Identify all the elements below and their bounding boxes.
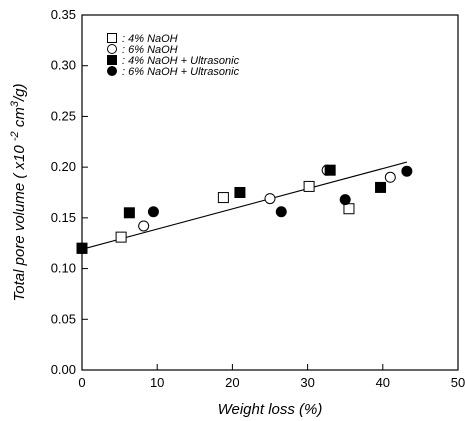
data-point [343,203,355,215]
data-point [147,206,159,218]
data-point [115,231,127,243]
y-tick-label: 0.35 [51,7,76,22]
y-axis-title: Total pore volume ( x10 -2 cm3/g) [9,84,28,302]
series-4 [76,165,413,254]
y-axis-title-main: Total pore volume ( x10 [11,141,28,301]
y-axis-title-sup1: -2 [9,131,21,141]
data-point [275,206,287,218]
x-tick-label: 10 [150,375,164,390]
legend-marker [107,55,117,65]
data-point [138,220,150,232]
legend-item: : 4% NaOH [107,33,178,45]
y-tick-label: 0.10 [51,261,76,276]
legend-marker [107,44,117,54]
x-tick-label: 40 [376,375,390,390]
data-point [401,165,413,177]
x-axis-ticks: 0 10 20 30 40 50 [78,364,465,390]
y-axis-title-end: /g) [11,84,28,103]
data-point [123,207,135,219]
y-tick-label: 0.05 [51,311,76,326]
y-tick-label: 0.15 [51,210,76,225]
x-tick-label: 0 [78,375,85,390]
legend-label: : 6% NaOH + Ultrasonic [122,66,240,78]
data-point [217,192,229,204]
x-tick-label: 20 [225,375,239,390]
legend-item: : 6% NaOH + Ultrasonic [107,66,240,78]
plot-frame [81,14,459,371]
y-tick-label: 0.20 [51,159,76,174]
x-tick-label: 30 [300,375,314,390]
y-tick-label: 0.00 [51,362,76,377]
data-point [303,180,315,192]
legend-item: : 4% NaOH + Ultrasonic [107,55,240,67]
data-point [384,171,396,183]
legend-marker [107,33,117,43]
x-tick-label: 50 [451,375,465,390]
legend-marker [107,66,117,76]
data-point [76,242,88,254]
x-axis-title: Weight loss (%) [218,401,323,418]
series-1 [76,180,355,254]
y-axis-ticks: 0.00 0.05 0.10 0.15 0.20 0.25 0.30 0.35 [51,7,88,377]
y-axis-title-sup2: 3 [9,100,21,107]
legend: : 4% NaOH: 6% NaOH: 4% NaOH + Ultrasonic… [107,33,240,78]
data-point [375,181,387,193]
data-point [339,194,351,206]
legend-label: : 4% NaOH [122,33,178,45]
legend-item: : 6% NaOH [107,44,178,56]
y-tick-label: 0.30 [51,58,76,73]
data-point [324,164,336,176]
data-point [234,187,246,198]
trendline-path [81,161,408,250]
trendline [81,161,408,250]
data-point [264,193,276,205]
y-axis-title-mid: cm [11,107,28,131]
y-tick-label: 0.25 [51,108,76,123]
data-points [76,164,413,254]
legend-label: : 6% NaOH [122,44,178,56]
legend-label: : 4% NaOH + Ultrasonic [122,55,240,67]
plot-border [81,14,459,371]
